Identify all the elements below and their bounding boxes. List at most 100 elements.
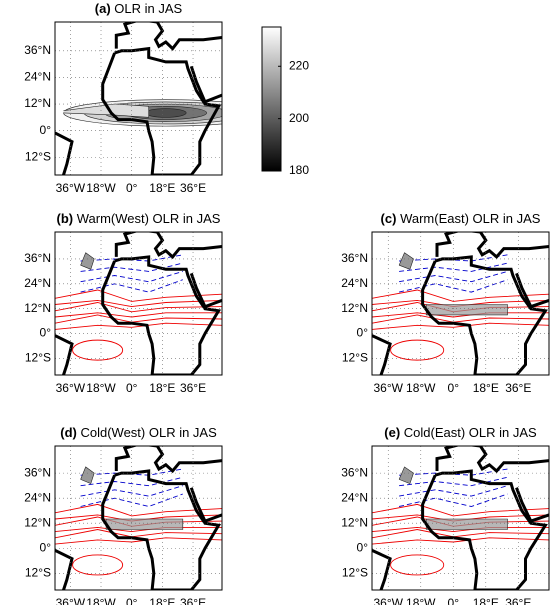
significance-shade (80, 466, 95, 485)
lat-tick-label: 24°N (341, 490, 368, 504)
significance-shade (425, 518, 508, 530)
anomaly-contour-pos (372, 503, 549, 517)
anomaly-contour-neg (399, 254, 508, 262)
anomaly-contour-pos (55, 289, 222, 302)
anomaly-contour-pos (55, 302, 222, 313)
coastline (515, 272, 549, 309)
lon-tick-label: 36°W (56, 596, 86, 605)
lon-tick-label: 36°E (180, 181, 206, 195)
panel-label: (e) (384, 425, 400, 440)
panel-title-text: OLR in JAS (114, 1, 182, 16)
olr-contour (145, 108, 187, 118)
anomaly-contour-pos (372, 526, 549, 533)
lat-tick-label: 36°N (24, 465, 51, 479)
lon-tick-label: 36°E (505, 596, 531, 605)
panel-label: (b) (57, 211, 74, 226)
anomaly-contour-neg (398, 279, 508, 293)
coastline (421, 255, 548, 375)
coastline (189, 487, 222, 523)
lon-tick-label: 0° (126, 596, 138, 605)
anomaly-contour-pos (372, 289, 549, 302)
coastline (435, 446, 549, 474)
panel-title: (e) Cold(East) OLR in JAS (384, 425, 537, 440)
lat-tick-label: 0° (40, 326, 52, 340)
lon-tick-label: 36°E (180, 596, 206, 605)
anomaly-contour-neg (399, 270, 508, 283)
anomaly-contour-neg (399, 476, 508, 487)
map-frame (371, 445, 550, 591)
map-panel: 36°N 24°N 12°N 0° 12°S 36°W 18°W 0° 18°E 36°E (a) … (24, 1, 223, 195)
coastline (189, 272, 222, 309)
lon-tick-label: 36°W (374, 596, 404, 605)
lat-tick-label: 36°N (24, 251, 51, 265)
lat-tick-label: 0° (357, 540, 369, 554)
anomaly-contour-neg (80, 270, 183, 283)
coastline (435, 232, 549, 260)
panel-label: (d) (60, 425, 77, 440)
map-panel: 36°N 24°N 12°N 0° 12°S 36°W 18°W 0° 18°E 36°E (d) … (24, 425, 223, 605)
lon-tick-label: 0° (448, 596, 460, 605)
lat-tick-label: 12°N (24, 301, 51, 315)
coastline (515, 487, 549, 523)
anomaly-contour-pos (390, 554, 445, 576)
anomaly-contour-pos (55, 322, 222, 330)
lat-tick-label: 24°N (24, 490, 51, 504)
anomaly-contour-pos (72, 339, 124, 361)
lat-tick-label: 12°S (342, 351, 368, 365)
map-frame (371, 231, 550, 376)
lon-tick-label: 18°E (473, 381, 499, 395)
lat-tick-label: 12°N (341, 515, 368, 529)
significance-shade (398, 252, 414, 270)
panel-title: (b) Warm(West) OLR in JAS (57, 211, 221, 226)
coastline (114, 22, 222, 51)
coastline (421, 469, 548, 590)
lat-tick-label: 36°N (341, 251, 368, 265)
map-frame (54, 231, 223, 376)
lat-tick-label: 24°N (24, 276, 51, 290)
panel-title: (a) OLR in JAS (95, 1, 183, 16)
lon-tick-label: 18°W (86, 181, 116, 195)
anomaly-contour-pos (55, 312, 222, 318)
panel-title-text: Warm(West) OLR in JAS (77, 211, 221, 226)
colorbar-tick-label: 220 (289, 58, 309, 72)
anomaly-contour-pos (55, 299, 222, 308)
colorbar-tick-label: 180 (289, 163, 309, 177)
panel-title-text: Warm(East) OLR in JAS (400, 211, 541, 226)
significance-shade (80, 252, 95, 270)
lon-tick-label: 0° (126, 181, 138, 195)
lat-tick-label: 24°N (341, 276, 368, 290)
panel-title-text: Cold(West) OLR in JAS (80, 425, 217, 440)
lat-tick-label: 0° (40, 123, 52, 137)
map-content (55, 22, 222, 175)
anomaly-contour-neg (80, 262, 183, 272)
lon-tick-label: 18°E (149, 381, 175, 395)
lon-tick-label: 36°W (56, 381, 86, 395)
map-content (372, 232, 549, 375)
anomaly-contour-pos (372, 322, 549, 330)
lon-tick-label: 36°W (374, 381, 404, 395)
coastline (55, 131, 74, 175)
lon-tick-label: 18°E (149, 181, 175, 195)
lon-tick-label: 18°W (406, 596, 436, 605)
lat-tick-label: 12°S (342, 565, 368, 579)
map-content (55, 446, 222, 590)
coastline (372, 548, 392, 590)
lon-tick-label: 0° (448, 381, 460, 395)
anomaly-contour-neg (399, 468, 508, 476)
lon-tick-label: 18°E (149, 596, 175, 605)
lat-tick-label: 12°S (25, 351, 51, 365)
panel-label: (c) (381, 211, 397, 226)
lon-tick-label: 0° (126, 381, 138, 395)
coastline (114, 232, 222, 260)
lat-tick-label: 12°S (25, 149, 51, 163)
significance-shade (105, 518, 184, 530)
lon-tick-label: 18°W (86, 381, 116, 395)
lat-tick-label: 12°S (25, 565, 51, 579)
significance-shade (425, 304, 508, 316)
lon-tick-label: 18°E (473, 596, 499, 605)
anomaly-contour-neg (80, 279, 183, 293)
lon-tick-label: 18°W (86, 596, 116, 605)
map-panel: 36°N 24°N 12°N 0° 12°S 36°W 18°W 0° 18°E 36°E (c) … (341, 211, 550, 395)
coastline (55, 334, 74, 375)
colorbar (261, 26, 282, 172)
